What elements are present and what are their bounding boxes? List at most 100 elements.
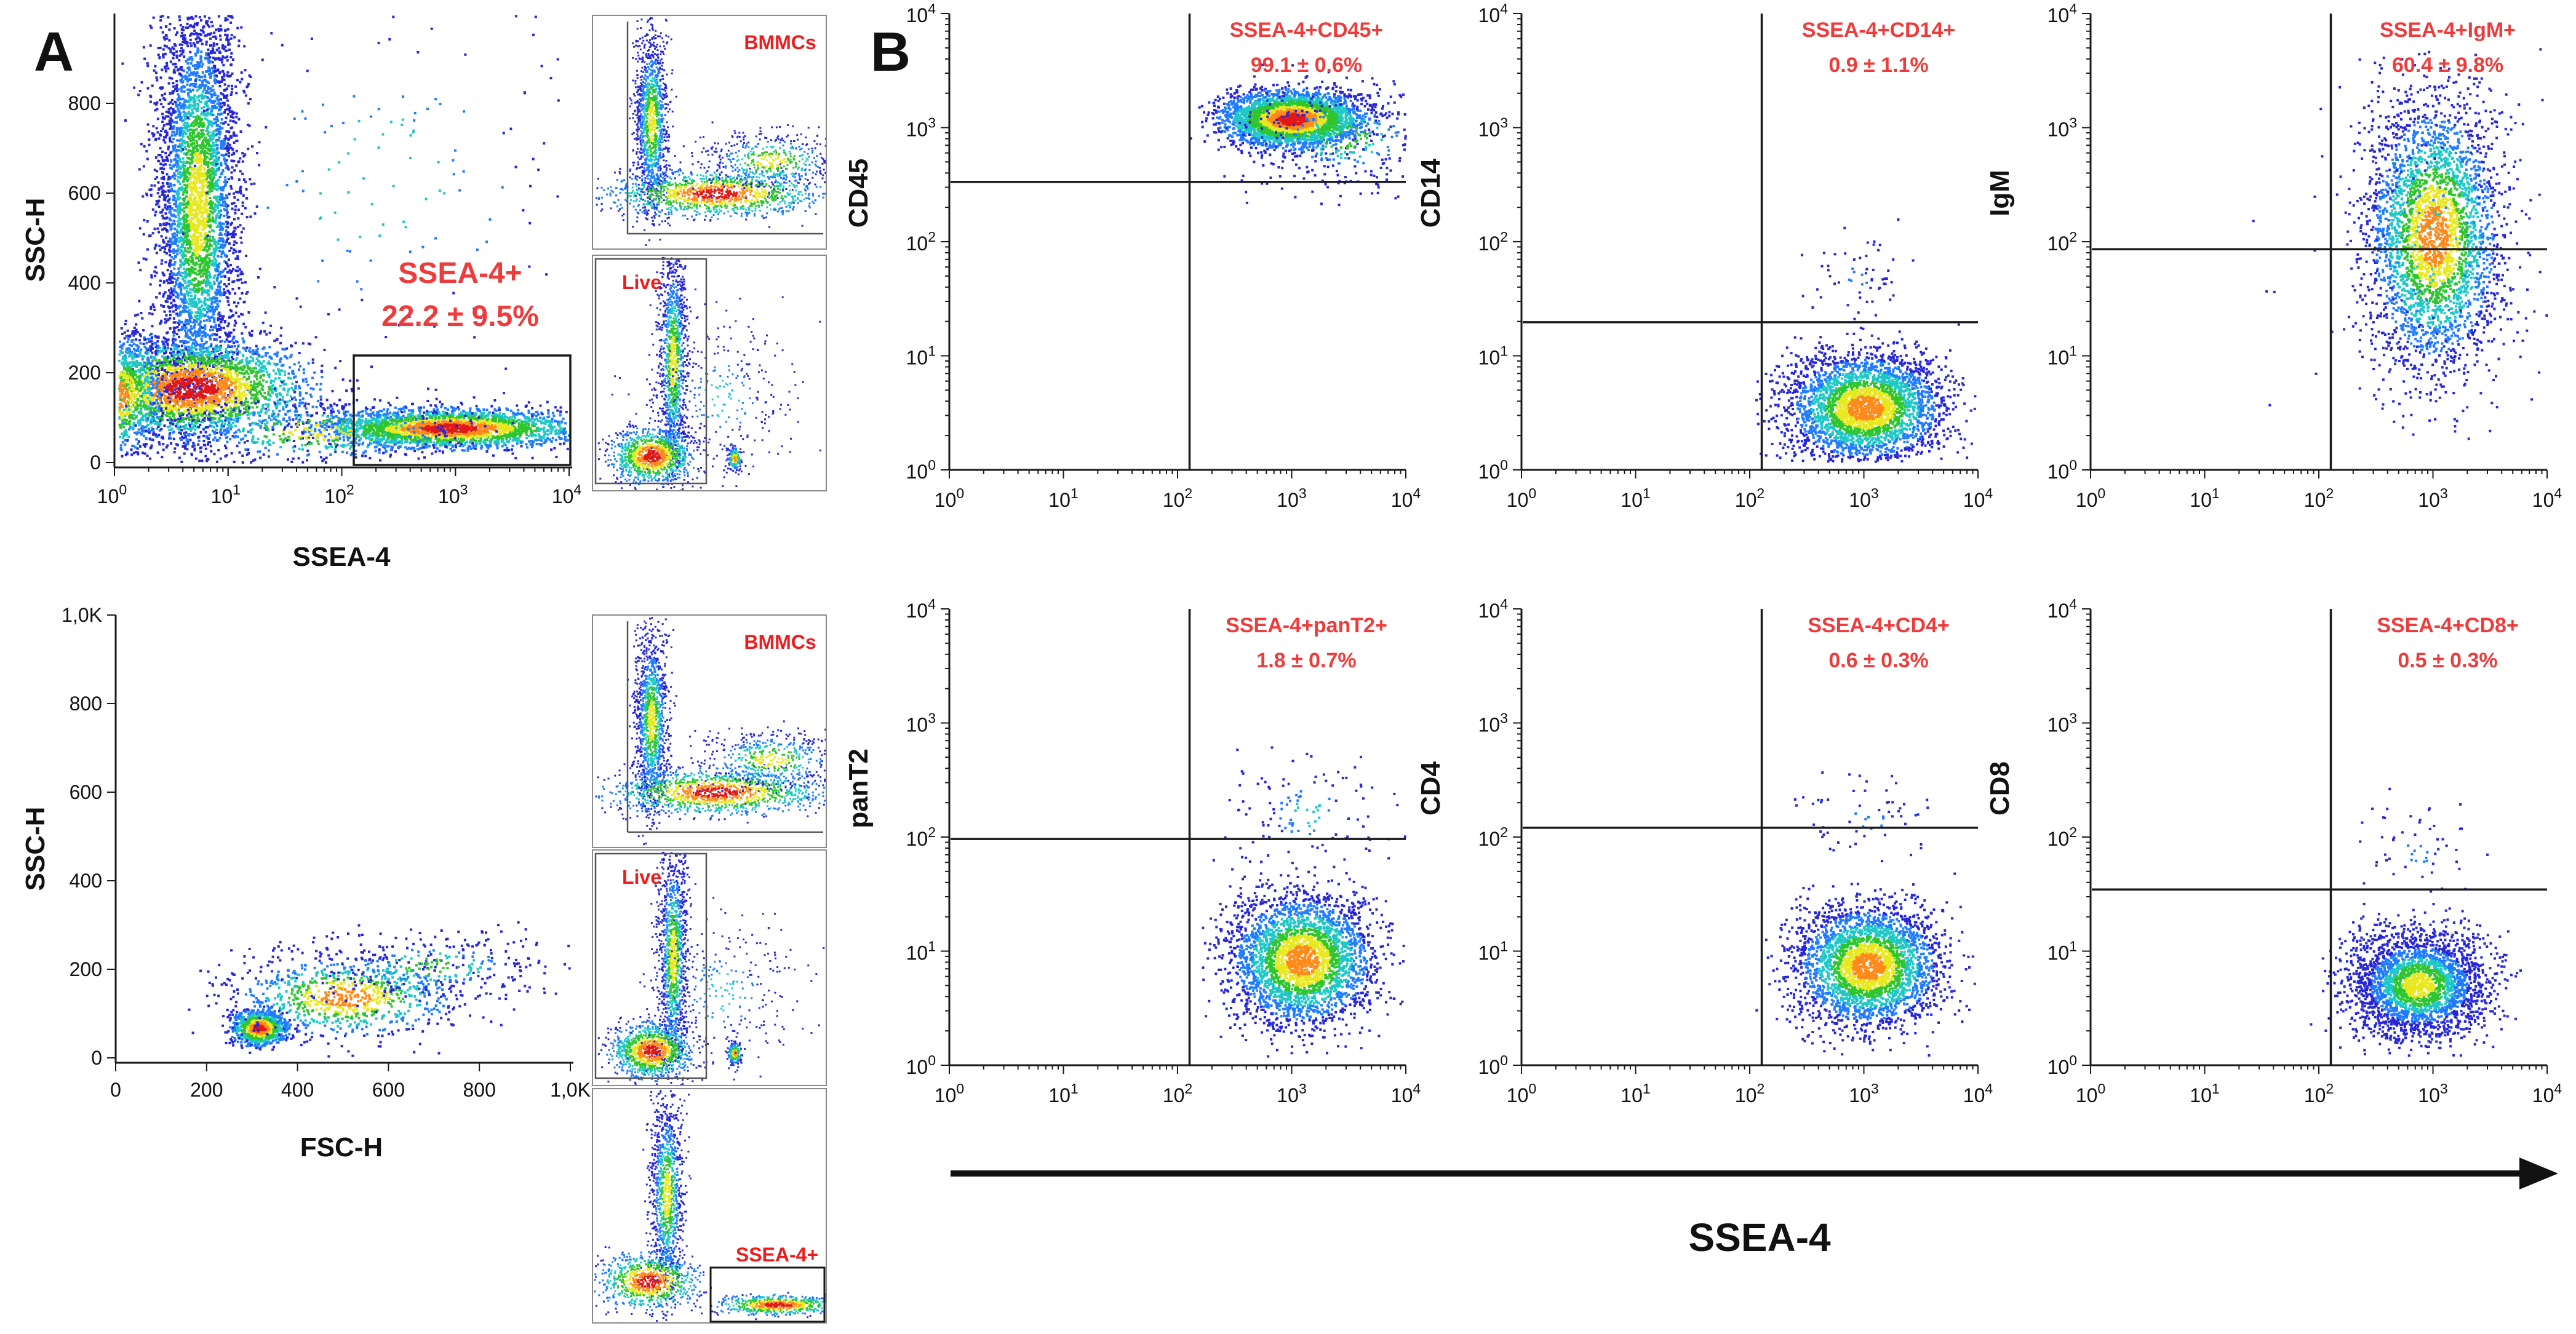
b-ylabel: CD45 [843, 159, 874, 228]
b-ytick: 104 [2048, 596, 2078, 622]
quadrant-scatter-CD45 [1189, 63, 1407, 207]
x-axis-ticks [2090, 470, 2548, 478]
thumb-bmmc-frame [592, 15, 827, 250]
b-ytick: 102 [906, 824, 936, 850]
b-ylabel: IgM [1985, 170, 2015, 216]
plot-text: 100 101 102 103 104 0 200 400 600 800 SSEA-4 SSC-H S… [20, 1, 2562, 1266]
b-ytick: 101 [2048, 939, 2077, 964]
quadrant-label: SSEA-4+CD45+ [1230, 18, 1383, 42]
b-xtick: 104 [1963, 1081, 1993, 1106]
a-bottom-ytick: 600 [70, 781, 102, 803]
b-ytick: 103 [2048, 115, 2077, 141]
b-ytick: 101 [1478, 343, 1508, 369]
b-ytick: 104 [1478, 596, 1509, 622]
thumb-label: Live [622, 866, 661, 888]
a-bottom-ytick: 800 [70, 693, 102, 715]
y-axis-ticks [941, 608, 949, 1066]
b-ytick: 104 [906, 1, 936, 26]
panel-label-b: B [871, 22, 911, 83]
b-ytick: 100 [906, 1052, 936, 1078]
b-xtick: 102 [1163, 485, 1192, 511]
a-bottom-xtick: 600 [372, 1079, 405, 1101]
b-ytick: 100 [906, 457, 936, 483]
b-ytick: 104 [2048, 1, 2078, 26]
a-top-ytick: 400 [68, 272, 101, 294]
b-ytick: 102 [2048, 824, 2077, 850]
quadrant-scatter-CD8 [2310, 787, 2522, 1057]
b-xtick: 104 [1391, 485, 1421, 511]
b-ytick: 100 [2048, 1052, 2077, 1078]
b-xtick: 104 [1391, 1081, 1421, 1106]
a-top-ytick: 200 [68, 362, 101, 384]
b-xtick: 101 [2190, 1081, 2219, 1106]
b-ytick: 100 [2048, 457, 2077, 483]
b-ytick: 103 [1478, 115, 1508, 141]
x-axis-ticks [1521, 470, 1979, 478]
ssea4-gate [353, 354, 572, 466]
quadrant-scatter-CD14 [1755, 218, 1977, 463]
b-xtick: 103 [2418, 485, 2447, 511]
panel-b-xlabel: SSEA-4 [1688, 1215, 1831, 1260]
y-axis-ticks [1513, 608, 1521, 1066]
a-bottom-ytick: 1,0K [62, 604, 102, 626]
panel-label-a: A [34, 22, 74, 83]
b-xtick: 100 [935, 485, 964, 511]
b-xtick: 102 [2304, 1081, 2334, 1106]
x-axis-ticks [949, 1065, 1406, 1074]
fsc-ssc-scatter [188, 921, 571, 1058]
quadrant-value: 99.1 ± 0.6% [1251, 54, 1362, 77]
thumb-bmmc-dots [595, 617, 827, 846]
b-ytick: 100 [1478, 457, 1508, 483]
b-xtick: 101 [1048, 485, 1078, 511]
ssea4-arrow-head [2519, 1157, 2558, 1189]
b-ytick: 101 [906, 939, 936, 964]
quadrant-label: SSEA-4+CD14+ [1802, 18, 1955, 42]
a-top-xlabel: SSEA-4 [293, 542, 391, 572]
x-axis-ticks [949, 470, 1406, 478]
x-axis-ticks [1521, 1065, 1979, 1074]
quadrant-scatter-panT2 [1202, 746, 1406, 1058]
b-ytick: 102 [1478, 824, 1508, 850]
a-top-xtick: 100 [97, 482, 127, 507]
quadrant-scatter-IgM [2252, 48, 2548, 440]
b-xtick: 101 [1621, 1081, 1650, 1106]
b-xtick: 100 [2076, 485, 2105, 511]
b-ytick: 103 [906, 115, 936, 141]
a-top-ytick: 600 [68, 182, 101, 204]
a-bottom-xtick: 800 [463, 1079, 496, 1101]
b-xtick: 100 [2076, 1081, 2105, 1106]
thumb-live-gate [594, 852, 708, 1079]
y-axis-ticks [2082, 608, 2091, 1066]
b-ytick: 100 [1478, 1052, 1508, 1078]
ssea4-ssc-scatter [118, 15, 570, 464]
b-xtick: 101 [2190, 485, 2219, 511]
x-axis-ticks [114, 467, 570, 476]
b-xtick: 100 [935, 1081, 964, 1106]
b-xtick: 100 [1507, 1081, 1536, 1106]
b-ytick: 104 [1478, 1, 1509, 26]
b-ytick: 101 [2048, 343, 2077, 369]
a-top-ylabel: SSC-H [20, 198, 50, 282]
b-xtick: 101 [1621, 485, 1650, 511]
b-xtick: 100 [1507, 485, 1536, 511]
quadrant-label: SSEA-4+CD8+ [2377, 614, 2519, 637]
b-xtick: 104 [2532, 485, 2562, 511]
b-xtick: 103 [1277, 485, 1306, 511]
b-ylabel: CD14 [1416, 158, 1446, 228]
b-ytick: 101 [906, 343, 936, 369]
b-ytick: 102 [2048, 229, 2077, 255]
b-ytick: 102 [906, 229, 936, 255]
thumb-live-frame [592, 849, 827, 1086]
a-bottom-xtick: 200 [190, 1079, 223, 1101]
gate-label: SSEA-4+ [398, 257, 522, 290]
a-bottom-xtick: 0 [110, 1079, 121, 1101]
b-ylabel: CD8 [1985, 761, 2015, 816]
b-xtick: 101 [1048, 1081, 1078, 1106]
a-top-ytick: 0 [90, 451, 101, 474]
quadrant-value: 0.9 ± 1.1% [1828, 54, 1928, 77]
b-ytick: 104 [906, 596, 936, 622]
quadrant-label: SSEA-4+CD4+ [1808, 614, 1950, 637]
quadrant-value: 1.8 ± 0.7% [1256, 649, 1356, 672]
density-dots [118, 15, 2548, 1322]
x-axis-ticks [2090, 1065, 2548, 1074]
